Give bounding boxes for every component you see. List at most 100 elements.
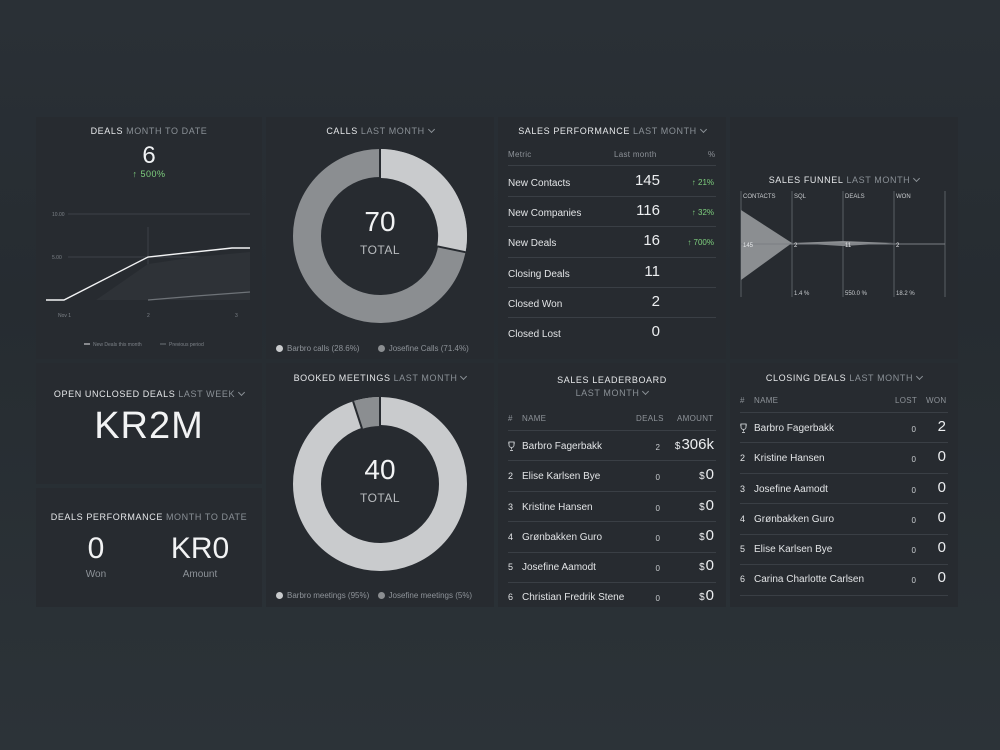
chevron-down-icon — [238, 388, 246, 397]
legend-dot-josefine — [377, 592, 385, 599]
divider — [740, 534, 948, 535]
funnel-value-won: 2 — [896, 243, 900, 249]
meetings-legend: Barbro meetings (95%) Josefine meetings … — [276, 591, 472, 600]
meetings-total-label: TOTAL — [359, 491, 401, 505]
sales-funnel-title[interactable]: SALES FUNNEL LAST MONTH — [730, 174, 958, 185]
amount-value: 0 — [705, 466, 714, 483]
chevron-down-icon — [427, 125, 435, 134]
funnel-rate-won: 18.2 % — [896, 291, 915, 297]
deals-line-chart: 10.00 5.00 Nov 1 2 3 New Deals this mont… — [46, 212, 251, 348]
y-tick-5: 5.00 — [52, 255, 62, 261]
closing-deals-panel: CLOSING DEALS LAST MONTH # NAME LOST WON … — [730, 363, 958, 607]
calls-legend: Barbro calls (28.6%) Josefine Calls (71.… — [276, 344, 469, 353]
funnel-value-deals: 11 — [845, 243, 852, 249]
legend-previous-label: Previous period — [169, 342, 204, 348]
leaderboard-rank: 2 — [508, 471, 514, 481]
leaderboard-deals: 0 — [655, 534, 660, 543]
sales-performance-panel: SALES PERFORMANCE LAST MONTH Metric Last … — [498, 117, 726, 359]
donut-gap — [352, 400, 364, 430]
currency-symbol: $ — [699, 592, 705, 603]
trophy-icon — [740, 423, 747, 433]
leaderboard-amount: $0 — [699, 466, 714, 483]
chevron-down-icon — [916, 372, 924, 381]
header-percent: % — [708, 150, 716, 159]
calls-title[interactable]: CALLS LAST MONTH — [266, 125, 494, 136]
funnel-chart: CONTACTS SQL DEALS WON 145 2 11 2 1.4 % … — [740, 191, 946, 297]
open-unclosed-period: LAST WEEK — [178, 389, 236, 399]
divider — [508, 430, 716, 431]
closing-rank: 5 — [740, 544, 746, 554]
meetings-total-value: 40 — [364, 454, 396, 485]
metric-value: 116 — [636, 202, 660, 219]
chevron-down-icon — [699, 125, 707, 134]
sales-performance-period: LAST MONTH — [632, 126, 697, 136]
header-lost: LOST — [895, 396, 918, 405]
deals-performance-title-label: DEALS PERFORMANCE — [50, 512, 163, 522]
closing-name: Josefine Aamodt — [754, 484, 828, 495]
closing-lost: 0 — [911, 455, 916, 464]
currency-symbol: $ — [699, 532, 705, 543]
deals-change: ↑ 500% — [132, 169, 166, 179]
metric-label: Closed Lost — [508, 329, 561, 340]
amount-value: 0 — [705, 557, 714, 574]
leaderboard-rank: 4 — [508, 532, 514, 542]
legend-barbro-meetings: Barbro meetings (95%) — [287, 591, 370, 600]
divider — [508, 552, 716, 553]
metric-value: 2 — [651, 293, 660, 310]
deals-performance-panel: DEALS PERFORMANCE MONTH TO DATE 0 Won KR0… — [36, 488, 262, 607]
closing-lost: 0 — [911, 576, 916, 585]
sales-performance-title[interactable]: SALES PERFORMANCE LAST MONTH — [498, 125, 726, 136]
deals-title: DEALS MONTH TO DATE — [36, 126, 262, 136]
closing-name: Kristine Hansen — [754, 453, 825, 464]
divider — [740, 595, 948, 596]
legend-dot-josefine — [377, 345, 385, 352]
deals-performance-period: MONTH TO DATE — [165, 512, 248, 522]
metric-label: New Deals — [508, 238, 557, 249]
calls-total-value: 70 — [364, 206, 396, 237]
donut-gap — [436, 245, 466, 254]
leaderboard-deals: 0 — [655, 473, 660, 482]
amount-value: 0 — [705, 587, 714, 604]
header-rank: # — [740, 396, 745, 405]
chevron-down-icon — [642, 387, 650, 396]
deals-period: MONTH TO DATE — [126, 126, 208, 136]
previous-period-line — [147, 291, 251, 301]
header-deals: DEALS — [636, 414, 664, 423]
leaderboard-deals: 2 — [655, 443, 660, 452]
leaderboard-period: LAST MONTH — [575, 388, 640, 398]
funnel-value-contacts: 145 — [743, 243, 754, 249]
booked-meetings-title[interactable]: BOOKED MEETINGS LAST MONTH — [266, 372, 494, 383]
header-amount: AMOUNT — [677, 414, 714, 423]
closing-won: 0 — [937, 509, 946, 526]
currency-symbol: $ — [699, 471, 705, 482]
closing-lost: 0 — [911, 425, 916, 434]
legend-josefine-meetings: Josefine meetings (5%) — [388, 591, 473, 600]
leaderboard-rank: 6 — [508, 592, 514, 602]
leaderboard-amount: $306k — [675, 436, 714, 453]
x-tick-nov1: Nov 1 — [58, 313, 71, 319]
trophy-icon — [508, 441, 515, 451]
metric-value: 145 — [634, 172, 660, 189]
sales-funnel-panel: SALES FUNNEL LAST MONTH CONTACTS SQL DEAL… — [730, 117, 958, 359]
closing-won: 0 — [937, 539, 946, 556]
currency-symbol: $ — [699, 562, 705, 573]
leaderboard-period-selector[interactable]: LAST MONTH — [498, 387, 726, 398]
open-unclosed-title[interactable]: OPEN UNCLOSED DEALS LAST WEEK — [36, 388, 262, 399]
leaderboard-name: Josefine Aamodt — [522, 562, 596, 573]
divider — [508, 165, 716, 166]
header-last-month: Last month — [614, 150, 657, 159]
closing-deals-title[interactable]: CLOSING DEALS LAST MONTH — [730, 372, 958, 383]
divider — [508, 521, 716, 522]
sales-funnel-period: LAST MONTH — [846, 175, 911, 185]
amount-value: 0 — [705, 497, 714, 514]
divider — [508, 226, 716, 227]
sales-funnel-title-label: SALES FUNNEL — [768, 175, 844, 185]
leaderboard-rank: 3 — [508, 502, 514, 512]
leaderboard-amount: $0 — [699, 527, 714, 544]
funnel-rate-deals: 550.0 % — [845, 291, 868, 297]
divider — [508, 257, 716, 258]
deals-panel: DEALS MONTH TO DATE 6 ↑ 500% 10.00 5.00 N… — [36, 117, 262, 359]
leaderboard-amount: $0 — [699, 557, 714, 574]
current-period-line — [46, 247, 250, 301]
leaderboard-name: Barbro Fagerbakk — [522, 441, 603, 452]
